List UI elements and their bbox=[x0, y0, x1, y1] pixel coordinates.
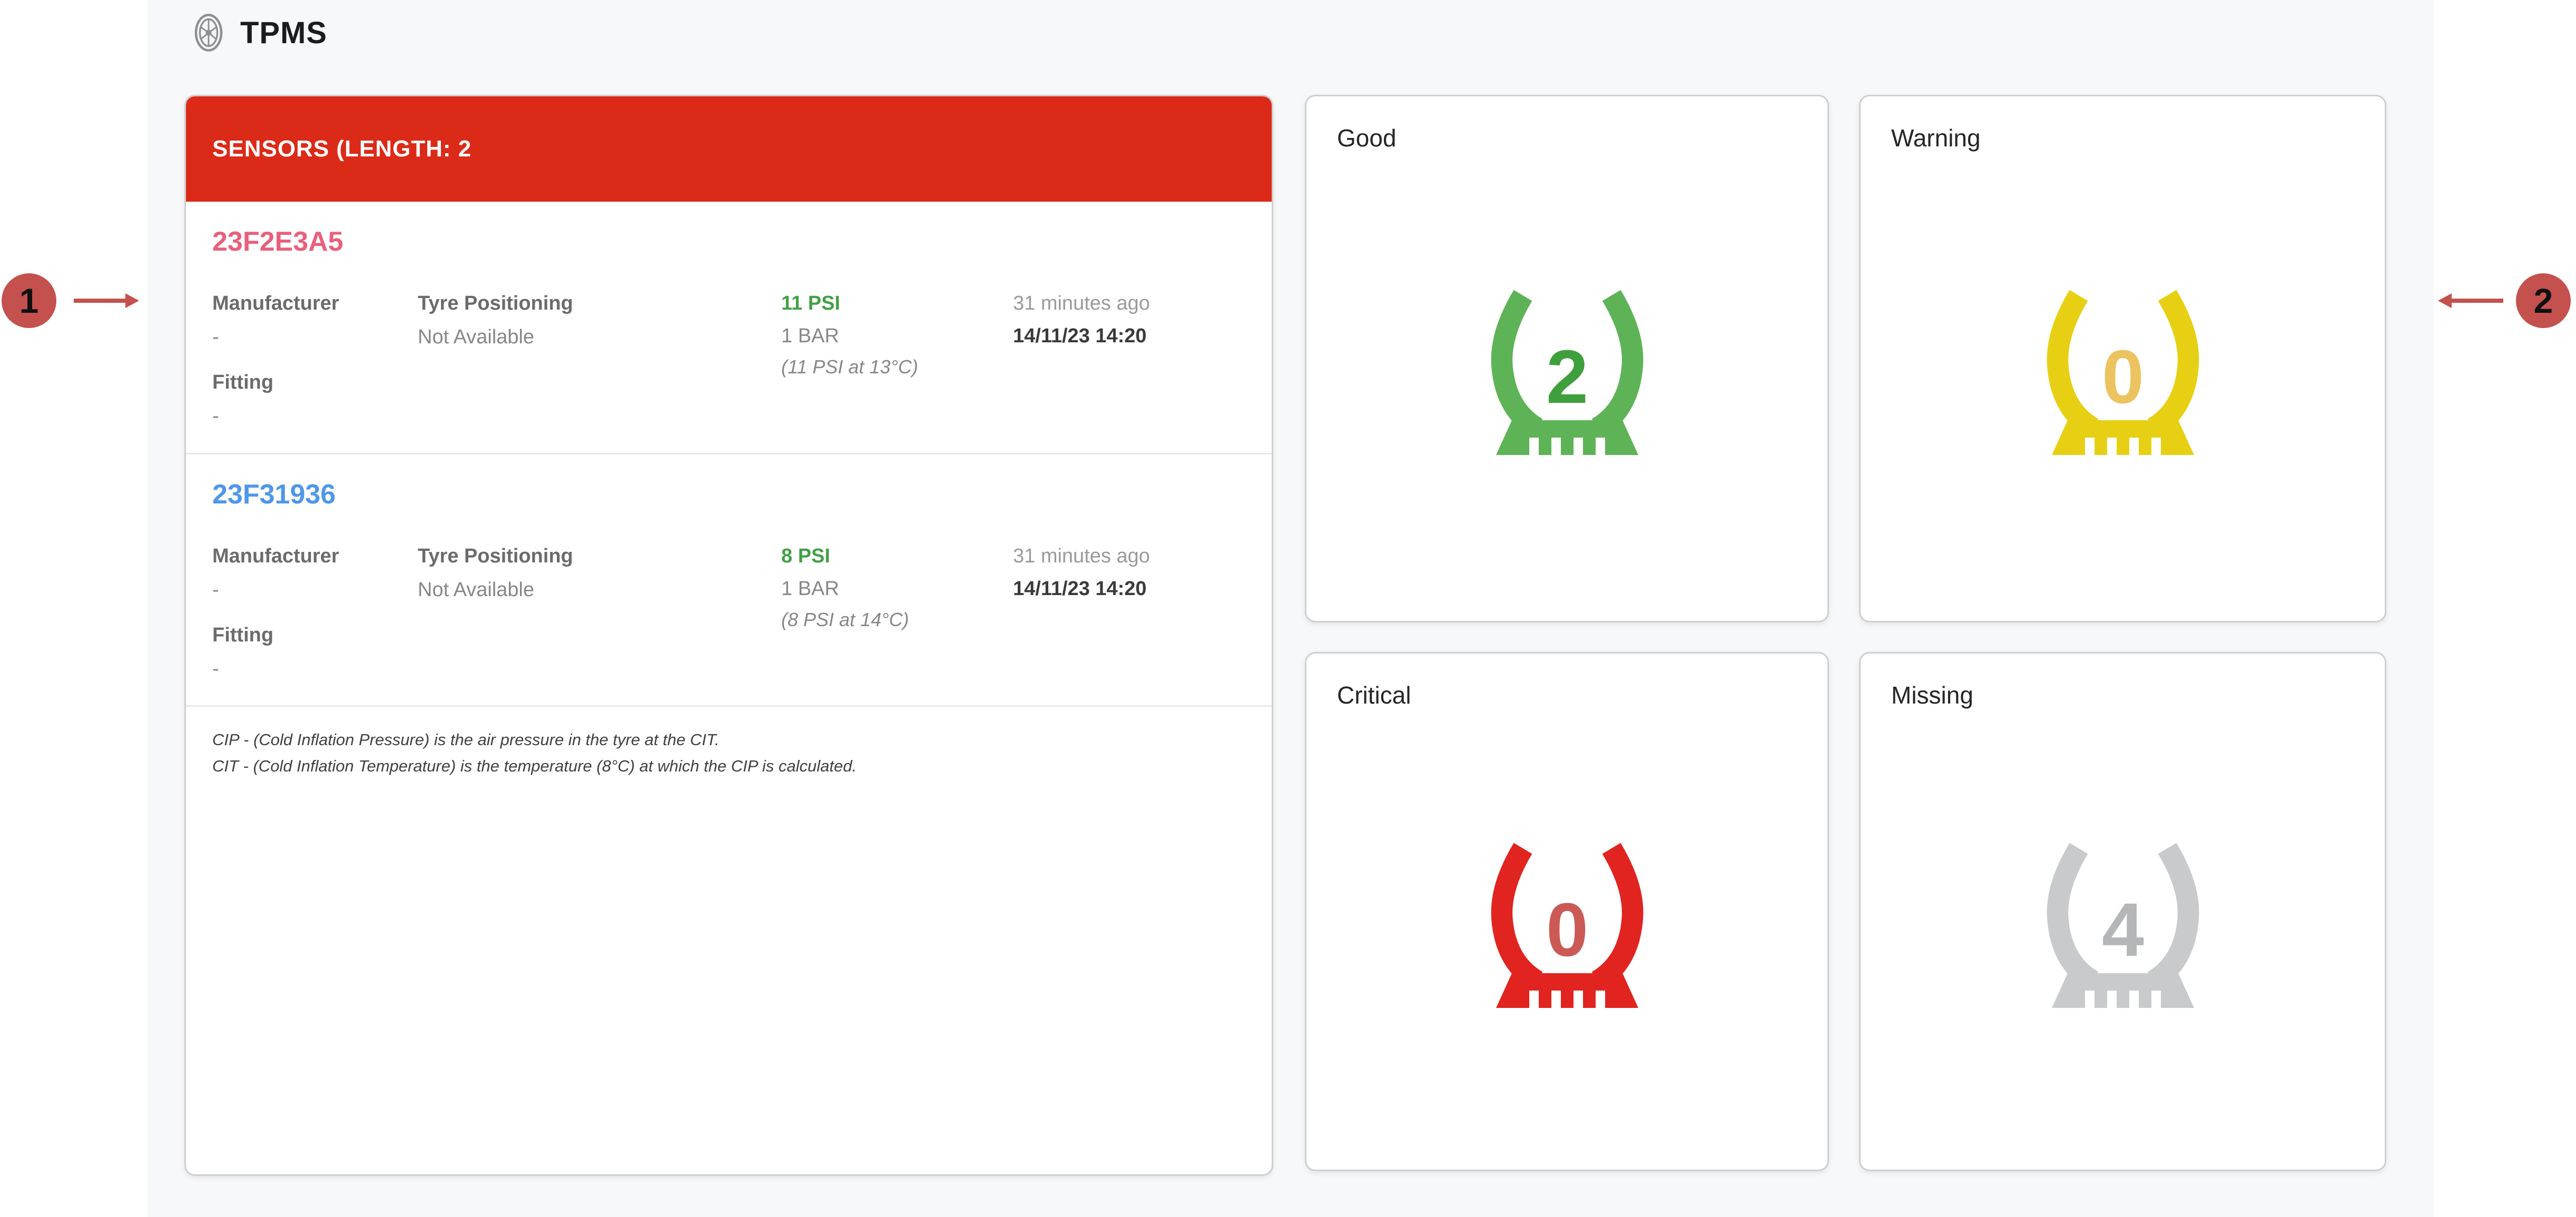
page-title: TPMS bbox=[240, 15, 328, 50]
status-card-label: Warning bbox=[1891, 124, 1981, 152]
manufacturer-value: - bbox=[212, 326, 219, 349]
sensors-card-title: SENSORS (LENGTH: 2 bbox=[212, 136, 472, 162]
page-header: TPMS bbox=[194, 7, 327, 58]
annotation-arrow-left-icon bbox=[2438, 293, 2503, 308]
time-ago: 31 minutes ago bbox=[1013, 292, 1150, 314]
manufacturer-label: Manufacturer bbox=[212, 545, 339, 567]
tyre-positioning-label: Tyre Positioning bbox=[418, 292, 573, 314]
tyre-status-icon: 4 bbox=[2047, 843, 2199, 1008]
pressure-psi: 11 PSI bbox=[781, 292, 840, 314]
status-count: 4 bbox=[2101, 887, 2144, 972]
status-card-missing[interactable]: Missing 4 bbox=[1859, 652, 2386, 1171]
footnote-line-cit: CIT - (Cold Inflation Temperature) is th… bbox=[212, 756, 857, 775]
pressure-cold-inflation: (11 PSI at 13°C) bbox=[781, 356, 918, 378]
pressure-bar: 1 BAR bbox=[781, 325, 839, 348]
status-card-label: Good bbox=[1337, 124, 1397, 152]
timestamp: 14/11/23 14:20 bbox=[1013, 325, 1147, 348]
status-card-critical[interactable]: Critical 0 bbox=[1305, 652, 1829, 1171]
annotation-marker-1: 1 bbox=[2, 273, 56, 328]
annotation-marker-2: 2 bbox=[2516, 273, 2571, 328]
status-card-label: Critical bbox=[1337, 681, 1411, 709]
manufacturer-value: - bbox=[212, 578, 219, 601]
time-ago: 31 minutes ago bbox=[1013, 545, 1150, 567]
tyre-status-icon: 0 bbox=[1491, 843, 1643, 1008]
sensor-id-link[interactable]: 23F31936 bbox=[212, 479, 336, 510]
status-count: 0 bbox=[1546, 887, 1588, 972]
status-card-warning[interactable]: Warning 0 bbox=[1859, 95, 2386, 622]
tyre-status-icon: 2 bbox=[1491, 290, 1643, 455]
sensor-row: 23F2E3A5 Manufacturer - Fitting - Tyre P… bbox=[186, 202, 1272, 454]
fitting-label: Fitting bbox=[212, 371, 274, 394]
pressure-bar: 1 BAR bbox=[781, 577, 839, 600]
tyre-positioning-value: Not Available bbox=[418, 326, 535, 349]
sensor-details: Manufacturer - Fitting - Tyre Positionin… bbox=[212, 543, 1245, 682]
sensor-details: Manufacturer - Fitting - Tyre Positionin… bbox=[212, 290, 1245, 430]
tyre-wheel-icon bbox=[194, 14, 223, 52]
sensors-card-header: SENSORS (LENGTH: 2 bbox=[186, 96, 1272, 202]
status-card-good[interactable]: Good 2 bbox=[1305, 95, 1829, 622]
status-count: 0 bbox=[2101, 334, 2144, 419]
annotation-arrow-right-icon bbox=[74, 293, 139, 308]
tyre-status-icon: 0 bbox=[2047, 290, 2199, 455]
status-card-label: Missing bbox=[1891, 681, 1973, 709]
sensor-id-link[interactable]: 23F2E3A5 bbox=[212, 226, 343, 257]
sensor-row: 23F31936 Manufacturer - Fitting - Tyre P… bbox=[186, 454, 1272, 707]
content-panel: TPMS SENSORS (LENGTH: 2 23F2E3A5 Manufac… bbox=[148, 0, 2434, 1217]
sensors-card: SENSORS (LENGTH: 2 23F2E3A5 Manufacturer… bbox=[184, 95, 1273, 1176]
fitting-value: - bbox=[212, 658, 219, 680]
manufacturer-label: Manufacturer bbox=[212, 292, 339, 314]
pressure-psi: 8 PSI bbox=[781, 545, 830, 567]
fitting-value: - bbox=[212, 405, 219, 428]
tyre-positioning-value: Not Available bbox=[418, 578, 535, 601]
pressure-cold-inflation: (8 PSI at 14°C) bbox=[781, 608, 909, 630]
tyre-positioning-label: Tyre Positioning bbox=[418, 545, 573, 567]
footnote-line-cip: CIP - (Cold Inflation Pressure) is the a… bbox=[212, 730, 720, 749]
timestamp: 14/11/23 14:20 bbox=[1013, 577, 1147, 600]
cip-cit-footnote: CIP - (Cold Inflation Pressure) is the a… bbox=[186, 707, 1272, 799]
status-count: 2 bbox=[1546, 334, 1588, 419]
fitting-label: Fitting bbox=[212, 624, 274, 646]
